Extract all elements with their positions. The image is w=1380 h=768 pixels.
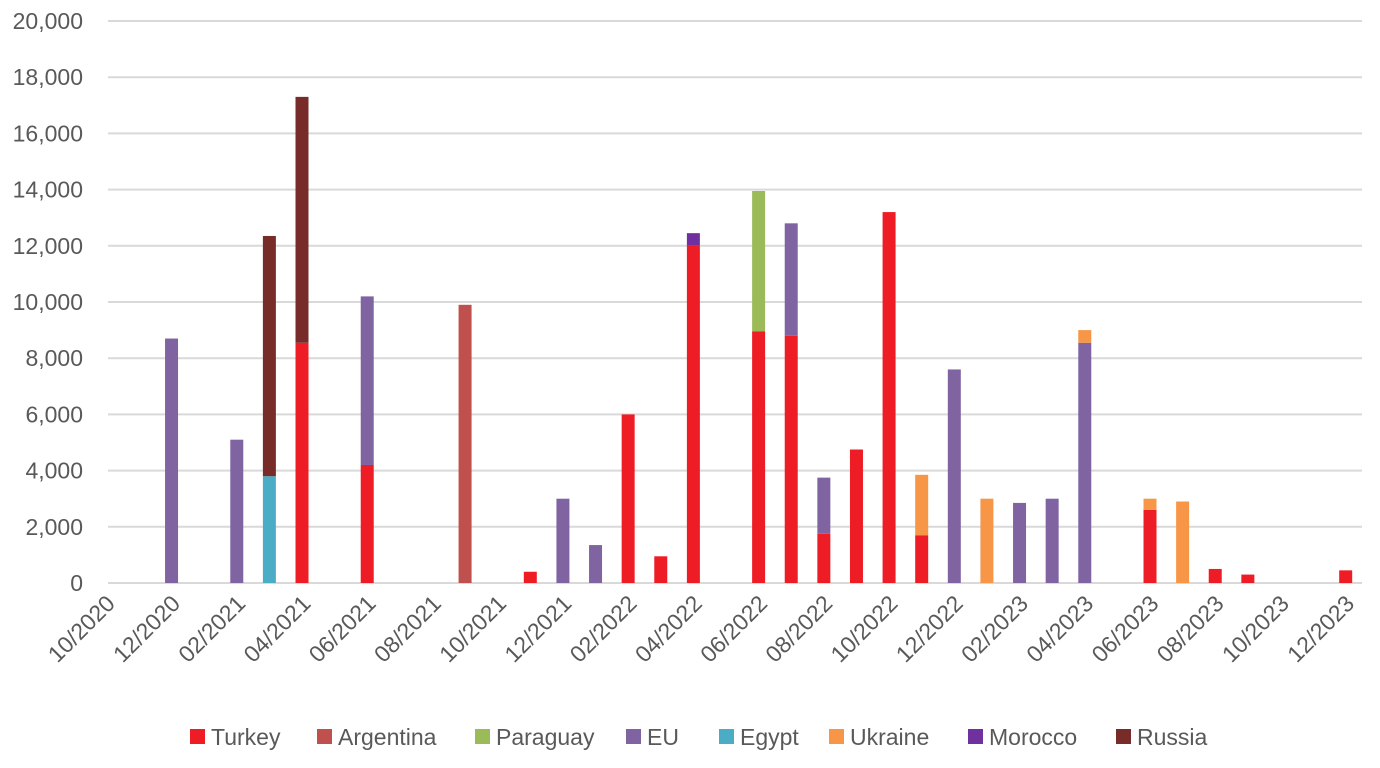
bar-turkey-11-2022 xyxy=(915,535,929,583)
legend-label-turkey: Turkey xyxy=(211,724,281,750)
y-tick-label: 10,000 xyxy=(13,289,83,315)
x-tick-label: 10/2020 xyxy=(43,590,120,667)
bar-eu-12-2021 xyxy=(556,498,570,583)
x-tick-label: 06/2021 xyxy=(304,590,381,667)
bar-eu-07-2022 xyxy=(784,223,798,336)
gridlines xyxy=(108,20,1362,584)
bar-paraguay-06-2022 xyxy=(752,191,766,332)
legend-label-eu: EU xyxy=(647,724,679,750)
y-tick-label: 4,000 xyxy=(25,458,83,484)
legend: Turkey Argentina Paraguay EU Egypt Ukraine Mor… xyxy=(190,724,1208,750)
x-tick-label: 04/2022 xyxy=(630,590,707,667)
x-tick-label: 12/2021 xyxy=(499,590,576,667)
y-tick-label: 16,000 xyxy=(13,120,83,146)
x-tick-label: 02/2022 xyxy=(565,590,642,667)
bar-eu-08-2022 xyxy=(817,477,831,534)
x-tick-label: 08/2022 xyxy=(760,590,837,667)
bar-turkey-06-2023 xyxy=(1143,509,1157,583)
x-tick-label: 10/2023 xyxy=(1217,590,1294,667)
bar-eu-01-2022 xyxy=(589,545,603,583)
legend-swatch-turkey xyxy=(190,729,205,744)
bar-turkey-09-2022 xyxy=(849,449,863,583)
bar-ukraine-07-2023 xyxy=(1176,501,1190,583)
x-tick-label: 04/2023 xyxy=(1021,590,1098,667)
bar-russia-04-2021 xyxy=(295,96,309,343)
bar-turkey-06-2022 xyxy=(752,331,766,583)
x-tick-label: 12/2023 xyxy=(1282,590,1359,667)
y-tick-label: 6,000 xyxy=(25,401,83,427)
bar-turkey-11-2021 xyxy=(523,571,537,583)
x-tick-label: 02/2023 xyxy=(956,590,1033,667)
bar-turkey-09-2023 xyxy=(1241,574,1255,583)
legend-swatch-ukraine xyxy=(829,729,844,744)
bar-ukraine-01-2023 xyxy=(980,498,994,583)
legend-swatch-russia xyxy=(1116,729,1131,744)
bars xyxy=(165,96,1353,584)
legend-label-egypt: Egypt xyxy=(740,724,799,750)
legend-swatch-egypt xyxy=(719,729,734,744)
y-tick-label: 2,000 xyxy=(25,514,83,540)
x-tick-label: 02/2021 xyxy=(173,590,250,667)
bar-turkey-08-2023 xyxy=(1208,568,1222,583)
bar-turkey-02-2022 xyxy=(621,414,635,583)
y-axis-ticks: 0 2,000 4,000 6,000 8,000 10,000 12,000 14,000 1… xyxy=(13,8,83,596)
bar-egypt-03-2021 xyxy=(262,476,276,583)
bar-morocco-04-2022 xyxy=(686,233,700,246)
bar-turkey-08-2022 xyxy=(817,533,831,583)
legend-swatch-paraguay xyxy=(475,729,490,744)
bar-eu-12-2022 xyxy=(947,369,961,583)
legend-swatch-morocco xyxy=(968,729,983,744)
bar-turkey-04-2021 xyxy=(295,342,309,583)
legend-label-argentina: Argentina xyxy=(338,724,437,750)
bar-eu-02-2021 xyxy=(230,439,244,583)
x-tick-label: 04/2021 xyxy=(238,590,315,667)
legend-swatch-argentina xyxy=(317,729,332,744)
bar-turkey-04-2022 xyxy=(686,245,700,584)
x-tick-label: 12/2022 xyxy=(891,590,968,667)
x-tick-label: 06/2022 xyxy=(695,590,772,667)
x-tick-label: 10/2021 xyxy=(434,590,511,667)
bar-argentina-09-2021 xyxy=(458,304,472,583)
y-tick-label: 14,000 xyxy=(13,177,83,203)
x-tick-label: 12/2020 xyxy=(108,590,185,667)
y-tick-label: 12,000 xyxy=(13,233,83,259)
x-tick-label: 08/2023 xyxy=(1152,590,1229,667)
legend-label-russia: Russia xyxy=(1137,724,1208,750)
x-tick-label: 06/2023 xyxy=(1086,590,1163,667)
bar-eu-03-2023 xyxy=(1045,498,1059,583)
bar-russia-03-2021 xyxy=(262,235,276,477)
bar-turkey-03-2022 xyxy=(654,556,668,583)
bar-turkey-07-2022 xyxy=(784,335,798,583)
y-tick-label: 18,000 xyxy=(13,64,83,90)
bar-turkey-06-2021 xyxy=(360,464,374,583)
legend-label-paraguay: Paraguay xyxy=(496,724,595,750)
x-tick-label: 10/2022 xyxy=(825,590,902,667)
bar-eu-06-2021 xyxy=(360,296,374,465)
y-tick-label: 8,000 xyxy=(25,345,83,371)
bar-eu-12-2020 xyxy=(165,338,179,583)
x-axis-ticks: 10/202012/202002/202104/202106/202108/20… xyxy=(43,590,1360,667)
legend-label-ukraine: Ukraine xyxy=(850,724,929,750)
x-tick-label: 08/2021 xyxy=(369,590,446,667)
y-tick-label: 0 xyxy=(70,570,83,596)
legend-swatch-eu xyxy=(626,729,641,744)
bar-eu-04-2023 xyxy=(1078,342,1092,583)
bar-turkey-10-2022 xyxy=(882,212,896,583)
bar-turkey-12-2023 xyxy=(1339,570,1353,583)
bar-ukraine-11-2022 xyxy=(915,474,929,536)
bar-ukraine-06-2023 xyxy=(1143,498,1157,510)
y-tick-label: 20,000 xyxy=(13,8,83,34)
bar-ukraine-04-2023 xyxy=(1078,330,1092,343)
legend-label-morocco: Morocco xyxy=(989,724,1077,750)
bar-eu-02-2023 xyxy=(1013,502,1027,583)
